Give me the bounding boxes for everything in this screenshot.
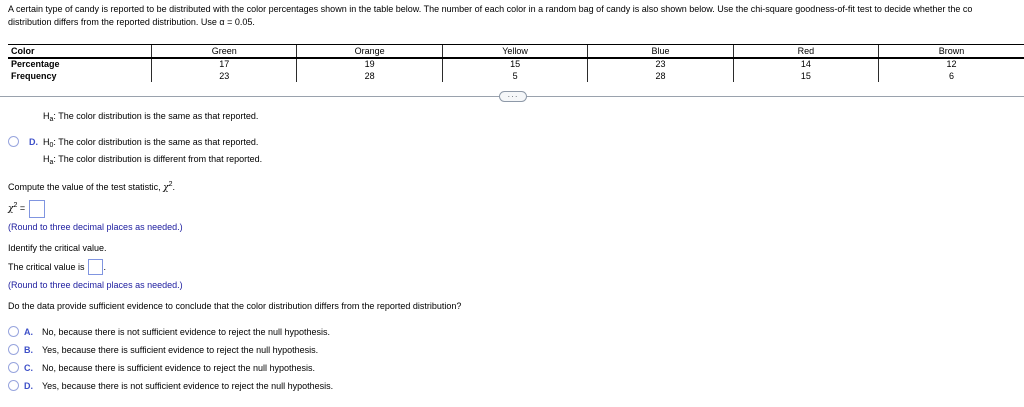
null-hypothesis-text: H0: The color distribution is the same a… <box>43 137 259 149</box>
table-header-row: Color Green Orange Yellow Blue Red Brown <box>8 44 1024 59</box>
candy-distribution-table: Color Green Orange Yellow Blue Red Brown… <box>8 44 1024 82</box>
header-green: Green <box>151 44 297 59</box>
option-letter-d: D. <box>24 380 33 391</box>
test-statistic-answer-row: χ2 = <box>8 199 46 218</box>
option-letter-c: C. <box>24 362 33 373</box>
option-text-b: Yes, because there is sufficient evidenc… <box>42 344 319 355</box>
table-cell: 15 <box>732 69 879 82</box>
header-yellow: Yellow <box>441 44 588 59</box>
conclusion-option-a: A. No, because there is not sufficient e… <box>8 325 330 338</box>
radio-option-d-hypotheses[interactable] <box>8 136 19 147</box>
header-brown: Brown <box>878 44 1024 59</box>
critical-value-prompt: Identify the critical value. <box>8 243 107 253</box>
row-label-frequency: Frequency <box>11 70 57 81</box>
radio-option-a[interactable] <box>8 326 19 337</box>
option-text-d: Yes, because there is not sufficient evi… <box>42 380 334 391</box>
critical-value-label: The critical value is <box>8 261 85 272</box>
critical-value-input[interactable] <box>87 258 103 275</box>
divider-ellipsis-handle[interactable]: ··· <box>499 91 527 102</box>
row-label-percentage: Percentage <box>11 59 60 69</box>
option-text-a: No, because there is not sufficient evid… <box>42 326 331 337</box>
header-orange: Orange <box>296 44 443 59</box>
hypothesis-alt-cutoff-line: Ha: The color distribution is the same a… <box>43 111 259 123</box>
alt-hypothesis-text: Ha: The color distribution is different … <box>43 154 263 166</box>
table-cell: 5 <box>441 69 588 82</box>
table-cell: 17 <box>151 57 297 70</box>
option-text-c: No, because there is sufficient evidence… <box>42 362 315 373</box>
problem-statement-line2: distribution differs from the reported d… <box>8 17 255 27</box>
table-cell: 23 <box>587 57 734 70</box>
problem-statement-line1: A certain type of candy is reported to b… <box>8 4 973 14</box>
radio-option-d[interactable] <box>8 380 19 391</box>
test-statistic-input[interactable] <box>29 199 46 218</box>
table-cell: 28 <box>587 69 734 82</box>
table-cell: 19 <box>296 57 443 70</box>
critical-value-answer-row: The critical value is . <box>8 258 106 275</box>
rounding-hint-test-statistic: (Round to three decimal places as needed… <box>8 222 183 232</box>
option-letter-b: B. <box>24 344 33 355</box>
conclusion-option-d: D. Yes, because there is not sufficient … <box>8 379 333 392</box>
option-letter-a: A. <box>24 326 33 337</box>
percentage-row: Percentage 17 19 15 23 14 12 <box>8 57 1024 70</box>
header-blue: Blue <box>587 44 734 59</box>
critical-value-period: . <box>103 261 107 272</box>
ellipsis-icon: ··· <box>507 91 519 101</box>
rounding-hint-critical-value: (Round to three decimal places as needed… <box>8 280 183 290</box>
radio-option-c[interactable] <box>8 362 19 373</box>
header-red: Red <box>732 44 879 59</box>
table-cell: 23 <box>151 69 297 82</box>
test-statistic-prompt: Compute the value of the test statistic,… <box>8 181 175 193</box>
radio-option-b[interactable] <box>8 344 19 355</box>
table-cell: 28 <box>296 69 443 82</box>
header-color: Color <box>8 44 152 59</box>
chi-square-symbol: χ2 = <box>8 202 26 214</box>
frequency-row: Frequency 23 28 5 28 15 6 <box>8 69 1024 82</box>
table-cell: 12 <box>878 57 1024 70</box>
conclusion-question: Do the data provide sufficient evidence … <box>8 301 462 311</box>
conclusion-option-c: C. No, because there is sufficient evide… <box>8 361 315 374</box>
table-cell: 6 <box>878 69 1024 82</box>
table-cell: 15 <box>441 57 588 70</box>
section-divider: ··· <box>0 91 1024 102</box>
conclusion-option-b: B. Yes, because there is sufficient evid… <box>8 343 318 356</box>
table-cell: 14 <box>732 57 879 70</box>
option-letter-d-hypotheses: D. <box>29 137 38 147</box>
